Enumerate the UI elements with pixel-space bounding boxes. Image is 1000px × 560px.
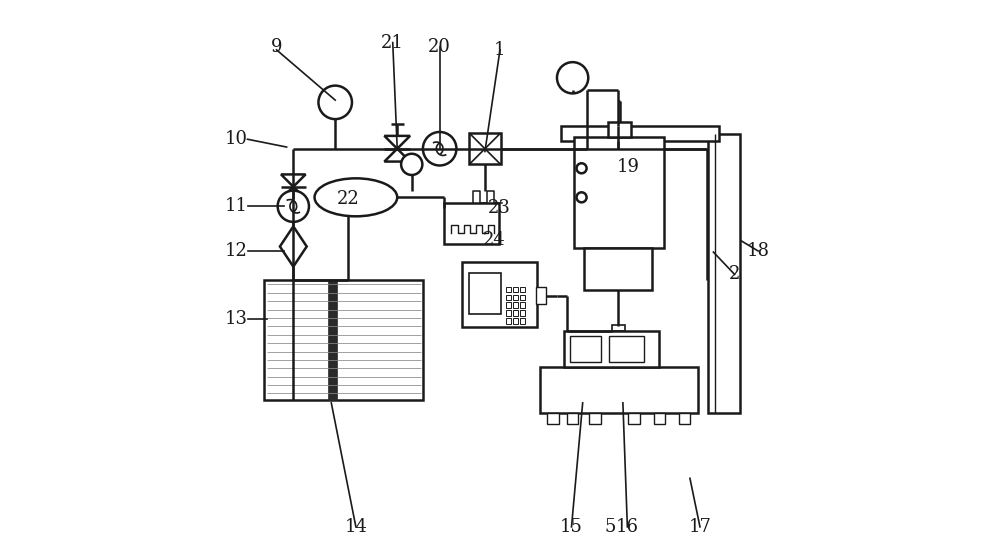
Bar bbox=[506, 302, 511, 308]
Polygon shape bbox=[281, 186, 306, 199]
Bar bbox=[462, 262, 537, 328]
Bar bbox=[513, 318, 518, 324]
Bar bbox=[520, 318, 525, 324]
Bar bbox=[328, 280, 337, 400]
Bar bbox=[654, 413, 665, 424]
Circle shape bbox=[318, 86, 352, 119]
Ellipse shape bbox=[315, 178, 397, 216]
Bar bbox=[540, 367, 698, 413]
Text: 12: 12 bbox=[225, 242, 248, 260]
Text: 23: 23 bbox=[487, 199, 510, 217]
Circle shape bbox=[577, 192, 587, 202]
Text: 17: 17 bbox=[689, 518, 711, 536]
Bar bbox=[469, 133, 501, 165]
Text: 13: 13 bbox=[225, 310, 248, 328]
Text: 15: 15 bbox=[560, 518, 583, 536]
Bar bbox=[584, 248, 652, 290]
Bar bbox=[520, 295, 525, 300]
Circle shape bbox=[423, 132, 456, 166]
Text: 22: 22 bbox=[337, 190, 359, 208]
Bar bbox=[513, 287, 518, 292]
Text: 21: 21 bbox=[381, 34, 404, 52]
Bar bbox=[444, 203, 499, 244]
Text: 5: 5 bbox=[605, 518, 616, 536]
Bar bbox=[589, 413, 601, 424]
Bar bbox=[536, 287, 546, 304]
Bar bbox=[520, 310, 525, 316]
Bar bbox=[506, 295, 511, 300]
Circle shape bbox=[577, 164, 587, 173]
Bar bbox=[679, 413, 690, 424]
Bar bbox=[506, 287, 511, 292]
Bar bbox=[506, 318, 511, 324]
Bar bbox=[547, 413, 559, 424]
Bar bbox=[520, 287, 525, 292]
Bar bbox=[574, 137, 664, 248]
Bar bbox=[513, 310, 518, 316]
Bar bbox=[628, 413, 640, 424]
Text: 24: 24 bbox=[483, 231, 506, 249]
Bar bbox=[567, 413, 578, 424]
Text: 16: 16 bbox=[616, 518, 639, 536]
Bar bbox=[513, 302, 518, 308]
Polygon shape bbox=[281, 174, 306, 186]
Circle shape bbox=[278, 190, 309, 222]
Bar bbox=[506, 310, 511, 316]
Bar bbox=[513, 295, 518, 300]
Bar bbox=[469, 273, 501, 314]
Text: 20: 20 bbox=[428, 38, 451, 55]
Bar bbox=[570, 336, 601, 362]
Circle shape bbox=[401, 154, 422, 175]
Bar bbox=[264, 280, 423, 400]
Text: 2: 2 bbox=[729, 265, 740, 283]
Polygon shape bbox=[384, 149, 410, 162]
Bar bbox=[609, 336, 644, 362]
Bar bbox=[708, 134, 740, 413]
Text: 10: 10 bbox=[225, 130, 248, 148]
Circle shape bbox=[557, 62, 588, 94]
Text: 18: 18 bbox=[747, 242, 770, 260]
Bar bbox=[612, 325, 625, 332]
Bar bbox=[520, 302, 525, 308]
Bar bbox=[608, 123, 631, 137]
Text: 14: 14 bbox=[344, 518, 367, 536]
Polygon shape bbox=[384, 136, 410, 149]
Polygon shape bbox=[280, 226, 307, 267]
Text: 11: 11 bbox=[225, 197, 248, 215]
Bar bbox=[561, 126, 719, 142]
Bar bbox=[564, 331, 659, 367]
Text: 1: 1 bbox=[494, 41, 506, 59]
Text: 9: 9 bbox=[271, 38, 282, 55]
Text: 19: 19 bbox=[617, 158, 640, 176]
